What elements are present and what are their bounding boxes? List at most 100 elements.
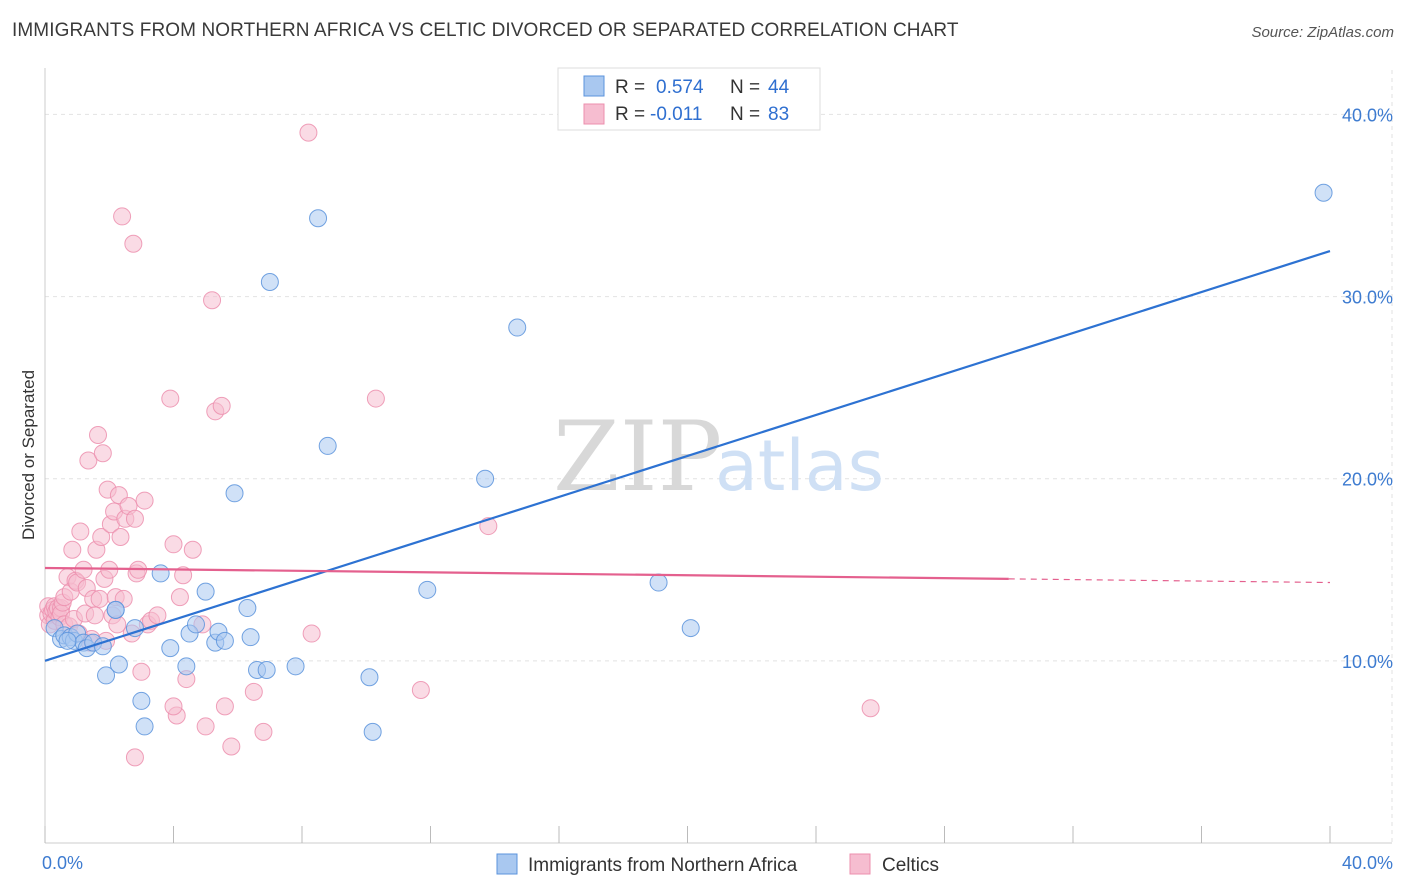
celtics-point [299,123,318,142]
northern-africa-point [476,469,495,488]
celtics-point [164,697,183,716]
celtics-point [254,722,273,741]
legend-r-value-2: -0.011 [650,104,702,125]
northern-africa-point [109,655,128,674]
northern-africa-point [238,599,257,618]
celtics-point [411,681,430,699]
celtics-point [161,389,180,408]
celtics-point [148,606,167,625]
celtics-point [111,528,130,546]
northern-africa-point [318,436,337,455]
northern-africa-point [215,631,234,650]
legend-swatch-pink [583,103,605,125]
legend-n-label-1: N = [730,77,760,98]
trend-line-celtics [44,566,1009,580]
northern-africa-point [132,691,151,710]
northern-africa-point [161,639,180,658]
northern-africa-point [106,600,125,619]
northern-africa-point [186,615,205,634]
axes [44,68,1392,844]
celtics-point [63,540,82,559]
celtics-point [174,566,193,585]
celtics-point [170,588,189,607]
celtics-point [196,717,215,736]
northern-africa-point [97,666,116,685]
northern-africa-point [681,619,700,638]
celtics-point [90,589,109,608]
watermark-zip: ZIP [553,401,722,513]
celtics-point [92,528,111,546]
celtics-point [79,451,98,470]
celtics-point [74,560,93,579]
celtics-point [124,234,143,253]
x-tick-labels: 0.0% 40.0% [42,853,1393,873]
northern-africa-point [177,657,196,676]
series-legend-swatch-blue [496,853,518,875]
northern-africa-point [257,660,276,679]
y-tick-labels: 10.0% 20.0% 30.0% 40.0% [1342,105,1393,671]
trend-line-northern-africa [44,249,1331,662]
series-legend-label-2: Celtics [882,855,939,876]
northern-africa-point [260,273,279,291]
legend-swatch-blue [583,75,605,97]
northern-africa-point [649,573,668,592]
stats-legend: R = 0.574 N = 44 R = -0.011 N = 83 [557,67,821,131]
y-tick-label: 10.0% [1342,652,1393,672]
celtics-point [366,389,385,408]
celtics-point [113,207,132,226]
y-tick-label: 30.0% [1342,288,1393,308]
celtics-point [164,535,183,554]
chart-title: IMMIGRANTS FROM NORTHERN AFRICA VS CELTI… [12,20,959,41]
y-tick-label: 20.0% [1342,470,1393,490]
celtics-points [39,123,880,767]
series-legend: Immigrants from Northern Africa Celtics [496,853,939,876]
northern-africa-points [45,183,1333,741]
celtics-point [203,291,222,310]
northern-africa-point [1314,183,1333,202]
celtics-point [71,522,90,541]
legend-n-value-1: 44 [768,77,790,98]
watermark: ZIP atlas [553,401,884,513]
celtics-point [93,444,112,463]
celtics-point [125,509,144,528]
legend-r-value-1: 0.574 [656,77,704,98]
series-legend-label-1: Immigrants from Northern Africa [528,855,798,876]
trend-line-celtics-extension [1008,578,1331,584]
northern-africa-point [418,580,437,599]
northern-africa-point [196,582,215,601]
celtics-point [89,426,108,444]
legend-n-label-2: N = [730,104,760,125]
northern-africa-point [508,318,527,337]
northern-africa-point [363,722,382,741]
trend-lines [44,249,1331,662]
grid-lines [45,70,1393,843]
celtics-point [135,491,154,510]
northern-africa-point [125,619,144,638]
y-tick-label: 40.0% [1342,105,1393,125]
x-tick-label-max: 40.0% [1342,853,1393,873]
northern-africa-point [135,717,154,736]
celtics-point [244,682,263,701]
x-tick-label-min: 0.0% [42,853,83,873]
northern-africa-point [360,668,379,687]
legend-r-label-1: R = [615,77,645,98]
celtics-point [132,662,151,681]
celtics-point [222,737,241,756]
northern-africa-point [58,631,77,650]
y-axis-label: Divorced or Separated [19,370,38,540]
series-legend-swatch-pink [849,853,871,875]
celtics-point [212,396,231,415]
northern-africa-point [309,209,328,228]
northern-africa-point [241,628,260,647]
celtics-point [302,624,321,643]
legend-r-label-2: R = [615,104,645,125]
celtics-point [125,748,144,767]
northern-africa-point [225,484,244,503]
celtics-point [861,699,880,718]
legend-n-value-2: 83 [768,104,789,125]
celtics-point [85,606,104,625]
northern-africa-point [286,657,305,676]
celtics-point [215,697,234,716]
source-credit: Source: ZipAtlas.com [1251,24,1394,41]
